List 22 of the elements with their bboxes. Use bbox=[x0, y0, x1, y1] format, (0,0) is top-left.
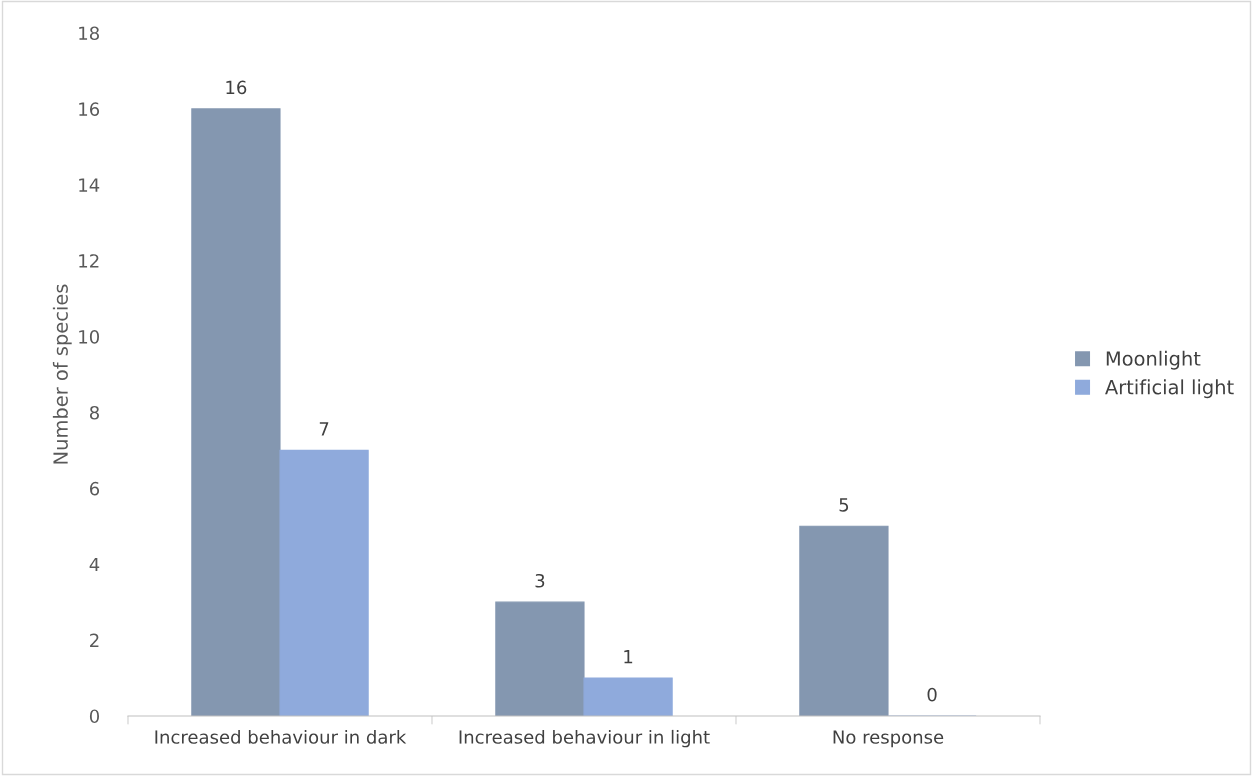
y-tick-label: 2 bbox=[90, 633, 99, 647]
y-tick-label: 8 bbox=[89, 405, 99, 420]
y-tick-label: 14 bbox=[79, 178, 100, 192]
y-tick-label: 4 bbox=[89, 557, 100, 572]
legend-label: Artificial light bbox=[1105, 379, 1234, 399]
y-tick-label: 10 bbox=[79, 330, 100, 344]
data-label: 3 bbox=[535, 573, 545, 588]
legend-label: Moonlight bbox=[1106, 350, 1201, 370]
y-tick-label: 12 bbox=[79, 254, 99, 268]
data-label: 0 bbox=[927, 687, 937, 702]
y-tick-label: 0 bbox=[89, 709, 100, 724]
x-tick-label: Increased behaviour in light bbox=[459, 729, 710, 748]
y-tick-label: 18 bbox=[79, 26, 99, 41]
y-tick-label: 6 bbox=[90, 481, 100, 496]
data-label: 7 bbox=[319, 422, 329, 436]
x-tick-label: Increased behaviour in dark bbox=[155, 729, 407, 744]
data-label: 5 bbox=[839, 498, 849, 512]
data-label: 1 bbox=[624, 650, 633, 664]
x-tick-label: No response bbox=[833, 730, 944, 748]
y-axis-title: Number of species bbox=[52, 284, 72, 464]
data-label: 16 bbox=[226, 80, 247, 95]
y-tick-label: 16 bbox=[79, 102, 100, 117]
